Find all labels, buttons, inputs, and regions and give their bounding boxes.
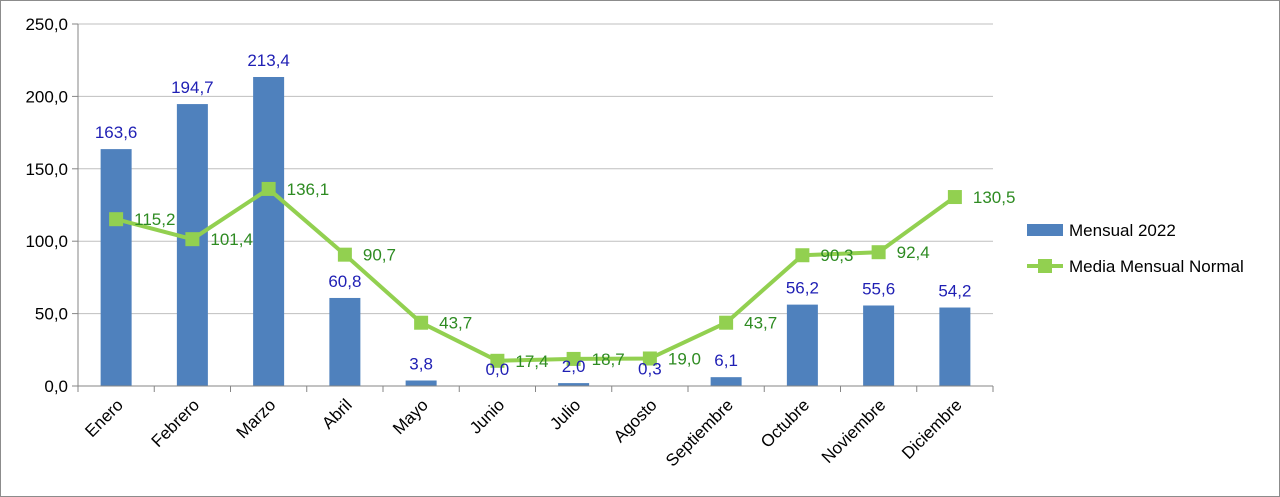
line-value-label: 90,7 bbox=[363, 246, 396, 265]
legend: Mensual 2022 Media Mensual Normal bbox=[1027, 221, 1244, 276]
bar bbox=[710, 377, 742, 386]
line-marker bbox=[566, 351, 581, 366]
line-value-label: 43,7 bbox=[744, 314, 777, 333]
line-marker bbox=[261, 181, 276, 196]
bar bbox=[100, 149, 132, 386]
line-value-label: 90,3 bbox=[820, 246, 853, 265]
line-marker bbox=[795, 248, 810, 263]
x-category-label: Agosto bbox=[610, 395, 661, 446]
bar-series bbox=[100, 76, 971, 387]
bar bbox=[558, 383, 590, 386]
line-value-label: 115,2 bbox=[134, 210, 175, 229]
line-value-label: 130,5 bbox=[973, 188, 1016, 207]
bar-data-labels: 163,6 194,7 213,4 60,8 3,8 0,0 2,0 0,3 6,1 56,2 55… bbox=[95, 51, 972, 379]
x-category-label: Julio bbox=[546, 395, 584, 433]
y-tick-label: 250,0 bbox=[25, 15, 68, 34]
x-category-label: Abril bbox=[318, 395, 355, 432]
legend-swatch-marker bbox=[1038, 259, 1052, 273]
bar-value-label: 54,2 bbox=[938, 282, 971, 301]
y-tick-label: 0,0 bbox=[44, 377, 68, 396]
bar bbox=[939, 307, 971, 386]
legend-label-line: Media Mensual Normal bbox=[1069, 257, 1244, 276]
line-marker bbox=[719, 315, 734, 330]
bar-value-label: 2,0 bbox=[562, 357, 586, 376]
y-tick-label: 50,0 bbox=[35, 305, 68, 324]
bar-value-label: 194,7 bbox=[171, 78, 214, 97]
bar-value-label: 6,1 bbox=[714, 351, 738, 370]
series-line bbox=[115, 186, 957, 363]
legend-label-bar: Mensual 2022 bbox=[1069, 221, 1176, 240]
y-axis-ticks: 0,0 50,0 100,0 150,0 200,0 250,0 bbox=[25, 15, 78, 396]
line-marker bbox=[947, 190, 962, 205]
bar-value-label: 163,6 bbox=[95, 123, 138, 142]
x-category-label: Septiembre bbox=[662, 395, 737, 470]
y-tick-label: 100,0 bbox=[25, 232, 68, 251]
x-category-label: Diciembre bbox=[898, 395, 966, 463]
x-category-label: Marzo bbox=[233, 395, 280, 442]
line-marker bbox=[871, 245, 886, 260]
bar bbox=[863, 305, 895, 386]
line-marker bbox=[642, 351, 657, 366]
line-value-label: 101,4 bbox=[210, 230, 253, 249]
axes bbox=[77, 24, 994, 392]
bar bbox=[329, 297, 361, 386]
line-data-labels: 115,2 101,4 136,1 90,7 43,7 17,4 18,7 19,0 43,7 9… bbox=[134, 180, 1015, 371]
x-category-label: Mayo bbox=[389, 395, 432, 438]
line-marker bbox=[185, 232, 200, 247]
bar-value-label: 0,3 bbox=[638, 360, 662, 379]
x-category-label: Enero bbox=[81, 395, 127, 441]
line-marker bbox=[337, 247, 352, 262]
line-value-label: 136,1 bbox=[287, 180, 330, 199]
bar-value-label: 213,4 bbox=[247, 51, 290, 70]
bar-value-label: 3,8 bbox=[409, 354, 433, 373]
y-tick-label: 150,0 bbox=[25, 160, 68, 179]
bar bbox=[405, 380, 437, 386]
line-value-label: 19,0 bbox=[668, 349, 701, 368]
bar-value-label: 0,0 bbox=[486, 360, 510, 379]
line-series bbox=[109, 181, 962, 368]
x-category-label: Noviembre bbox=[818, 395, 890, 467]
bar-value-label: 60,8 bbox=[328, 272, 361, 291]
bar-value-label: 55,6 bbox=[862, 279, 895, 298]
bar-value-label: 56,2 bbox=[786, 279, 819, 298]
legend-swatch-bar bbox=[1027, 224, 1063, 236]
line-value-label: 43,7 bbox=[439, 314, 472, 333]
line-value-label: 17,4 bbox=[515, 352, 548, 371]
bar bbox=[786, 304, 818, 386]
bar bbox=[253, 76, 285, 387]
x-category-label: Junio bbox=[466, 395, 508, 437]
line-marker bbox=[490, 353, 505, 368]
y-tick-label: 200,0 bbox=[25, 87, 68, 106]
line-value-label: 18,7 bbox=[592, 350, 625, 369]
x-axis-categories: Enero Febrero Marzo Abril Mayo Junio Julio Agos… bbox=[81, 395, 965, 470]
line-marker bbox=[109, 212, 124, 227]
grid-lines bbox=[78, 23, 993, 315]
x-category-label: Octubre bbox=[757, 395, 813, 451]
x-category-label: Febrero bbox=[148, 395, 204, 451]
line-value-label: 92,4 bbox=[897, 243, 930, 262]
line-marker bbox=[414, 315, 429, 330]
